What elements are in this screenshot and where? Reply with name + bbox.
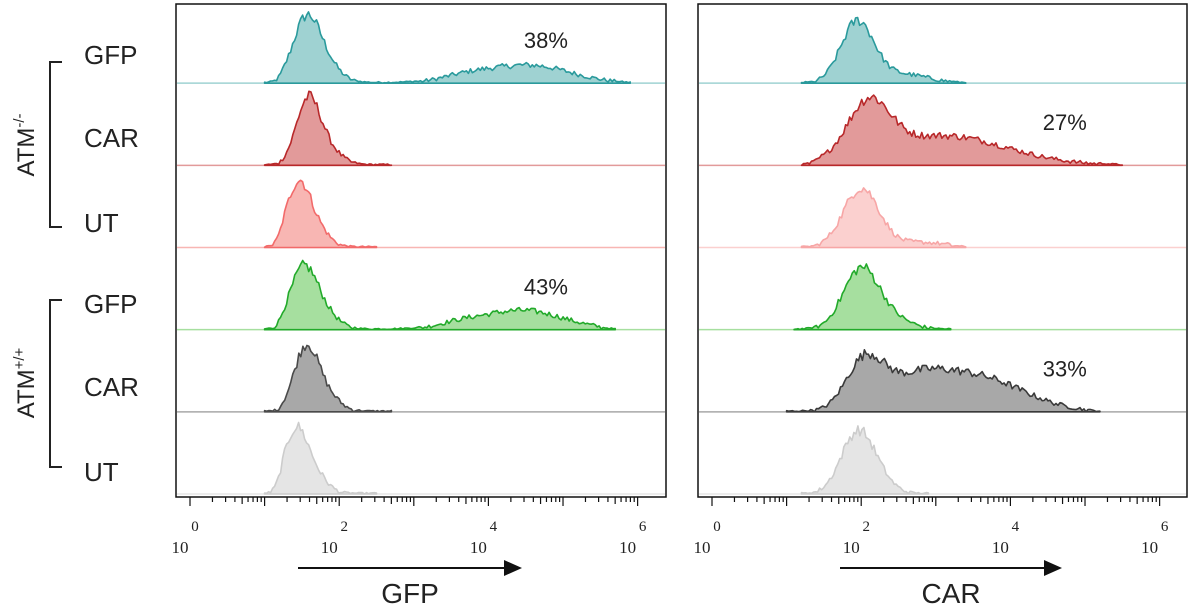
- histogram-track: [177, 11, 665, 84]
- histogram-track: [699, 16, 1186, 84]
- row-label-gfp-wt: GFP: [84, 289, 137, 319]
- histogram-area: [263, 11, 631, 84]
- x-tick-label: 100: [694, 519, 721, 557]
- svg-text:10: 10: [1141, 538, 1158, 557]
- histogram-area: [263, 259, 616, 331]
- histogram-area: [800, 187, 967, 249]
- x-axis-arrow-car: [840, 560, 1062, 576]
- histogram-track: [177, 421, 665, 495]
- group-bracket-atm-wt: [49, 299, 62, 468]
- svg-text:10: 10: [992, 538, 1009, 557]
- x-axis-ticks: [189, 497, 639, 506]
- histogram-track: [699, 425, 1186, 495]
- row-label-ut-wt: UT: [84, 457, 119, 487]
- x-tick-label: 104: [992, 519, 1020, 557]
- x-tick-label: 102: [843, 519, 870, 557]
- x-axis-arrow-gfp: [298, 560, 522, 576]
- svg-text:0: 0: [713, 519, 721, 535]
- histogram-track: [699, 94, 1186, 167]
- histogram-area: [793, 263, 952, 331]
- percent-annotation: 33%: [1043, 357, 1087, 382]
- svg-text:6: 6: [639, 519, 647, 535]
- svg-text:4: 4: [1012, 519, 1020, 535]
- histogram-area: [263, 179, 378, 249]
- histogram-track: [177, 259, 665, 331]
- histogram-area: [800, 425, 930, 495]
- row-label-car-wt: CAR: [84, 372, 139, 402]
- svg-text:10: 10: [619, 538, 636, 557]
- histogram-area: [263, 344, 393, 413]
- histogram-track: [177, 344, 665, 413]
- svg-text:0: 0: [191, 519, 199, 535]
- histogram-area: [263, 421, 378, 495]
- histogram-area: [800, 16, 967, 84]
- x-tick-label: 102: [321, 519, 348, 557]
- svg-text:2: 2: [340, 519, 348, 535]
- svg-text:10: 10: [470, 538, 487, 557]
- histogram-area: [800, 94, 1124, 167]
- x-axis-ticks: [711, 497, 1161, 506]
- histogram-area: [785, 349, 1101, 413]
- svg-text:2: 2: [862, 519, 870, 535]
- row-label-ut-ko: UT: [84, 208, 119, 238]
- svg-text:6: 6: [1161, 519, 1169, 535]
- svg-text:10: 10: [694, 538, 711, 557]
- histogram-track: [699, 349, 1186, 413]
- x-tick-label: 100: [172, 519, 199, 557]
- histogram-track: [177, 90, 665, 167]
- x-tick-label: 104: [470, 519, 498, 557]
- group-bracket-atm-ko: [49, 61, 62, 228]
- percent-annotation: 43%: [524, 275, 568, 300]
- x-axis-label-gfp: GFP: [381, 578, 439, 609]
- histogram-area: [263, 90, 393, 167]
- percent-annotation: 38%: [524, 28, 568, 53]
- panel-frame: [175, 3, 667, 498]
- histogram-track: [699, 187, 1186, 249]
- x-axis-label-car: CAR: [921, 578, 980, 609]
- group-label-atm-wt: ATM+/+: [11, 347, 40, 418]
- svg-text:10: 10: [172, 538, 189, 557]
- svg-text:4: 4: [490, 519, 498, 535]
- svg-text:10: 10: [843, 538, 860, 557]
- percent-annotation: 27%: [1043, 110, 1087, 135]
- x-tick-label: 106: [619, 519, 647, 557]
- x-tick-label: 106: [1141, 519, 1169, 557]
- group-label-atm-ko: ATM-/-: [11, 113, 40, 176]
- histogram-track: [177, 179, 665, 249]
- histogram-track: [699, 263, 1186, 331]
- svg-text:10: 10: [321, 538, 338, 557]
- panel-frame: [697, 3, 1188, 498]
- row-label-gfp-ko: GFP: [84, 40, 137, 70]
- row-label-car-ko: CAR: [84, 123, 139, 153]
